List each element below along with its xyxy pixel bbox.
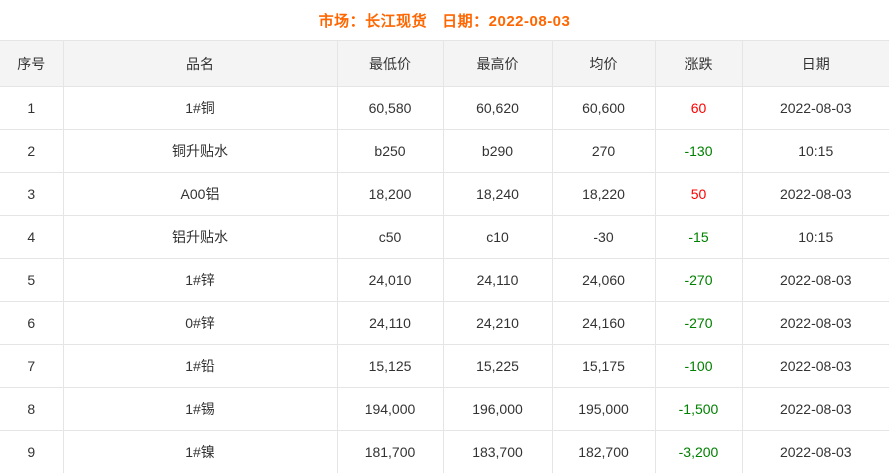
cell-date: 2022-08-03 xyxy=(742,344,889,388)
cell-avg-price: 18,220 xyxy=(552,172,656,216)
cell-product-name: 1#镍 xyxy=(63,430,338,473)
col-header-index: 序号 xyxy=(0,40,64,87)
cell-date: 2022-08-03 xyxy=(742,86,889,130)
cell-index: 1 xyxy=(0,86,64,130)
cell-product-name: 0#锌 xyxy=(63,301,338,345)
cell-low-price: 24,110 xyxy=(337,301,444,345)
price-table: 序号 品名 最低价 最高价 均价 涨跌 日期 1 1#铜 60,580 60,6… xyxy=(0,40,889,473)
cell-date: 2022-08-03 xyxy=(742,172,889,216)
table-row: 8 1#锡 194,000 196,000 195,000 -1,500 202… xyxy=(0,387,889,431)
cell-low-price: 181,700 xyxy=(337,430,444,473)
cell-change: -270 xyxy=(655,301,743,345)
cell-product-name: 铜升贴水 xyxy=(63,129,338,173)
cell-product-name: A00铝 xyxy=(63,172,338,216)
cell-low-price: 194,000 xyxy=(337,387,444,431)
cell-date: 2022-08-03 xyxy=(742,301,889,345)
cell-change: -270 xyxy=(655,258,743,302)
cell-low-price: 24,010 xyxy=(337,258,444,302)
col-header-low-price: 最低价 xyxy=(337,40,444,87)
cell-avg-price: 15,175 xyxy=(552,344,656,388)
table-row: 4 铝升贴水 c50 c10 -30 -15 10:15 xyxy=(0,215,889,259)
cell-index: 8 xyxy=(0,387,64,431)
cell-avg-price: 195,000 xyxy=(552,387,656,431)
cell-high-price: 183,700 xyxy=(443,430,553,473)
cell-index: 5 xyxy=(0,258,64,302)
cell-product-name: 1#锡 xyxy=(63,387,338,431)
page-title: 市场：长江现货 日期：2022-08-03 xyxy=(0,0,889,40)
col-header-date: 日期 xyxy=(742,40,889,87)
cell-high-price: b290 xyxy=(443,129,553,173)
cell-index: 6 xyxy=(0,301,64,345)
cell-low-price: 18,200 xyxy=(337,172,444,216)
cell-high-price: 196,000 xyxy=(443,387,553,431)
cell-index: 9 xyxy=(0,430,64,473)
cell-avg-price: 24,060 xyxy=(552,258,656,302)
table-row: 1 1#铜 60,580 60,620 60,600 60 2022-08-03 xyxy=(0,86,889,130)
market-label: 市场：长江现货 xyxy=(318,12,428,30)
cell-change: -15 xyxy=(655,215,743,259)
cell-product-name: 铝升贴水 xyxy=(63,215,338,259)
cell-low-price: 15,125 xyxy=(337,344,444,388)
cell-date: 10:15 xyxy=(742,129,889,173)
cell-high-price: 60,620 xyxy=(443,86,553,130)
cell-high-price: 24,110 xyxy=(443,258,553,302)
col-header-product-name: 品名 xyxy=(63,40,338,87)
cell-change: 50 xyxy=(655,172,743,216)
cell-change: -3,200 xyxy=(655,430,743,473)
cell-date: 2022-08-03 xyxy=(742,387,889,431)
col-header-change: 涨跌 xyxy=(655,40,743,87)
cell-product-name: 1#铅 xyxy=(63,344,338,388)
cell-change: -1,500 xyxy=(655,387,743,431)
cell-high-price: 24,210 xyxy=(443,301,553,345)
cell-avg-price: 182,700 xyxy=(552,430,656,473)
cell-low-price: b250 xyxy=(337,129,444,173)
cell-date: 2022-08-03 xyxy=(742,430,889,473)
cell-product-name: 1#锌 xyxy=(63,258,338,302)
cell-low-price: 60,580 xyxy=(337,86,444,130)
cell-avg-price: 24,160 xyxy=(552,301,656,345)
cell-date: 10:15 xyxy=(742,215,889,259)
cell-date: 2022-08-03 xyxy=(742,258,889,302)
cell-index: 4 xyxy=(0,215,64,259)
table-row: 3 A00铝 18,200 18,240 18,220 50 2022-08-0… xyxy=(0,172,889,216)
table-header-row: 序号 品名 最低价 最高价 均价 涨跌 日期 xyxy=(0,40,889,87)
cell-avg-price: -30 xyxy=(552,215,656,259)
col-header-high-price: 最高价 xyxy=(443,40,553,87)
cell-low-price: c50 xyxy=(337,215,444,259)
table-row: 5 1#锌 24,010 24,110 24,060 -270 2022-08-… xyxy=(0,258,889,302)
cell-avg-price: 60,600 xyxy=(552,86,656,130)
col-header-avg-price: 均价 xyxy=(552,40,656,87)
cell-change: 60 xyxy=(655,86,743,130)
table-row: 9 1#镍 181,700 183,700 182,700 -3,200 202… xyxy=(0,430,889,473)
cell-high-price: c10 xyxy=(443,215,553,259)
table-row: 6 0#锌 24,110 24,210 24,160 -270 2022-08-… xyxy=(0,301,889,345)
cell-avg-price: 270 xyxy=(552,129,656,173)
cell-index: 2 xyxy=(0,129,64,173)
table-row: 2 铜升贴水 b250 b290 270 -130 10:15 xyxy=(0,129,889,173)
cell-high-price: 18,240 xyxy=(443,172,553,216)
table-row: 7 1#铅 15,125 15,225 15,175 -100 2022-08-… xyxy=(0,344,889,388)
cell-change: -100 xyxy=(655,344,743,388)
cell-change: -130 xyxy=(655,129,743,173)
cell-product-name: 1#铜 xyxy=(63,86,338,130)
date-label: 日期：2022-08-03 xyxy=(442,12,571,30)
cell-index: 7 xyxy=(0,344,64,388)
cell-index: 3 xyxy=(0,172,64,216)
cell-high-price: 15,225 xyxy=(443,344,553,388)
